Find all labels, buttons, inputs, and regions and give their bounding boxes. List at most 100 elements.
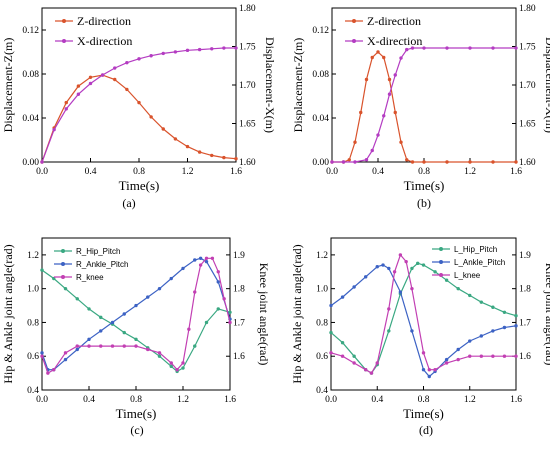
y2-tick-label: 1.9: [233, 251, 245, 261]
data-point: [75, 347, 79, 352]
data-point: [393, 110, 397, 115]
y-tick-label: 0.00: [22, 158, 39, 168]
data-point: [444, 278, 449, 282]
data-point: [173, 137, 178, 141]
legend-entry: R_Ankle_Pitch: [54, 260, 128, 269]
data-point: [370, 55, 374, 60]
data-point: [399, 56, 403, 60]
legend-label: Z-direction: [367, 14, 421, 28]
y-tick-label: 1.2: [316, 251, 328, 261]
data-point: [421, 351, 426, 355]
data-point: [40, 351, 44, 355]
legend-swatch-marker: [62, 19, 66, 23]
data-point: [382, 55, 386, 60]
y2-tick-label: 1.6: [233, 352, 245, 362]
y2-tick-label: 1.7: [519, 318, 531, 328]
y-tick-label: 0.04: [312, 114, 329, 124]
data-point: [204, 256, 209, 260]
legend-swatch-marker: [352, 39, 356, 43]
y2-tick-label: 1.8: [233, 285, 245, 295]
data-point: [422, 160, 426, 164]
data-point: [491, 305, 495, 309]
series-z-direction: [40, 73, 238, 164]
legend-swatch-marker: [61, 249, 65, 253]
data-point: [181, 266, 185, 271]
plot-frame: [41, 237, 231, 391]
data-point: [134, 344, 138, 348]
x-tick-label: 0.8: [130, 395, 142, 405]
panel-2: 0.0 0.4 0.8 1.2 1.6 0.00 0.04 0.08 0.12 1.60 1.65 1…: [291, 4, 550, 210]
data-point: [404, 259, 408, 264]
data-point: [369, 371, 374, 375]
data-point: [157, 354, 162, 358]
data-point: [514, 160, 518, 164]
data-point: [52, 368, 56, 372]
data-point: [410, 266, 414, 271]
y2-tick-label: 1.7: [233, 318, 245, 328]
y-tick-label: 0.8: [27, 318, 39, 328]
panel-3: 0.0 0.4 0.8 1.2 1.60.40.60.81.01.21.61.71.81…: [1, 237, 271, 437]
data-point: [88, 81, 93, 86]
data-point: [456, 357, 460, 362]
x-tick-label: 1.2: [464, 395, 476, 405]
y2-tick-label: 1.80: [239, 4, 256, 14]
data-point: [87, 307, 91, 311]
data-point: [398, 290, 403, 294]
series-x-direction: [330, 46, 518, 164]
legend-entry: L_knee: [432, 271, 481, 280]
data-point: [387, 307, 391, 311]
series-l-knee: [329, 253, 518, 375]
data-point: [197, 150, 202, 154]
data-point: [110, 320, 115, 325]
data-point: [181, 366, 185, 370]
data-point: [149, 115, 153, 119]
data-point: [393, 73, 397, 77]
legend-swatch-marker: [61, 262, 65, 266]
data-point: [88, 75, 93, 80]
data-point: [169, 364, 173, 369]
y2-tick-label: 1.9: [519, 251, 531, 261]
data-point: [433, 368, 437, 372]
data-point: [76, 84, 81, 88]
x-tick-label: 1.6: [510, 395, 522, 405]
data-point: [340, 354, 345, 358]
data-point: [204, 259, 209, 264]
series-line: [41, 74, 237, 163]
data-point: [181, 361, 185, 365]
data-point: [149, 54, 153, 58]
data-point: [352, 285, 356, 289]
panel-label: (c): [130, 423, 143, 437]
y-tick-label: 0.6: [27, 352, 39, 362]
y-tick-label: 0.12: [22, 26, 39, 36]
data-point: [216, 270, 220, 274]
y2-tick-label: 1.65: [239, 120, 256, 130]
data-point: [341, 160, 346, 164]
data-point: [491, 329, 495, 333]
data-point: [387, 77, 392, 82]
data-point: [363, 275, 368, 279]
data-point: [387, 329, 391, 333]
data-point: [468, 160, 472, 164]
data-point: [134, 337, 138, 342]
legend-entry: X-direction: [345, 34, 422, 48]
data-point: [514, 46, 518, 50]
y-axis-label: Hip & Ankle joint angle(rad): [1, 244, 15, 383]
data-point: [514, 354, 518, 358]
data-point: [387, 266, 391, 271]
data-point: [410, 160, 415, 164]
data-point: [445, 160, 449, 164]
data-point: [169, 276, 173, 281]
x-tick-label: 0.4: [83, 395, 95, 405]
legend-label: R_knee: [76, 273, 104, 282]
series-r-ankle-pitch: [40, 256, 232, 372]
legend-label: L_knee: [454, 271, 481, 280]
data-point: [193, 344, 197, 348]
y-tick-label: 0.8: [316, 318, 328, 328]
data-point: [433, 270, 437, 274]
data-point: [63, 351, 68, 355]
data-point: [63, 357, 68, 362]
legend-swatch-marker: [439, 247, 443, 251]
x-axis-label: Time(s): [119, 178, 160, 193]
data-point: [352, 361, 356, 365]
data-point: [210, 47, 214, 51]
